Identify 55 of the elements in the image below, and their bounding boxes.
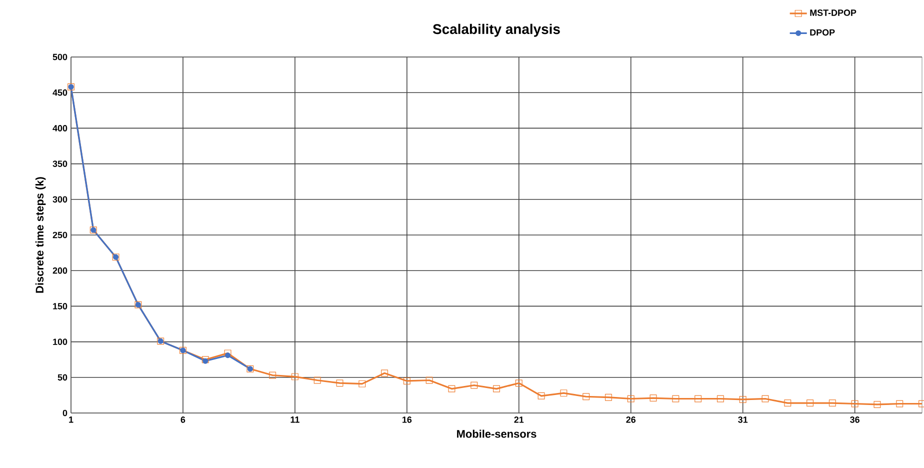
x-tick-label: 1: [69, 416, 74, 423]
point: [381, 370, 388, 377]
y-tick-label: 250: [52, 232, 68, 238]
point: [224, 352, 231, 358]
point: [291, 373, 298, 380]
x-tick-label: 26: [626, 416, 636, 423]
point: [582, 393, 590, 400]
point: [493, 385, 500, 392]
point: [672, 395, 680, 402]
point: [269, 372, 276, 379]
point: [762, 395, 769, 402]
y-tick-label: 350: [52, 160, 68, 167]
point: [560, 390, 568, 397]
point: [627, 395, 634, 402]
x-tick-label: 16: [402, 416, 412, 423]
point: [694, 395, 702, 402]
y-tick-label: 200: [52, 267, 68, 274]
point: [604, 394, 612, 401]
point: [538, 392, 545, 400]
y-tick-label: 0: [62, 410, 68, 416]
point: [716, 395, 724, 402]
point: [358, 380, 366, 388]
point: [851, 400, 858, 408]
x-tick-label: 6: [180, 416, 186, 423]
point: [515, 380, 522, 387]
point: [784, 400, 792, 407]
point: [650, 394, 657, 402]
y-tick-label: 500: [52, 54, 68, 60]
point: [896, 400, 904, 408]
legend-label: DPOP: [810, 29, 835, 36]
x-tick-label: 21: [514, 416, 524, 423]
point: [426, 376, 433, 384]
y-tick-label: 150: [53, 303, 68, 310]
legend-label: MST-DPOP: [810, 10, 856, 16]
point: [828, 400, 836, 407]
point: [470, 382, 478, 389]
point: [224, 350, 232, 357]
x-tick-label: 31: [738, 416, 748, 423]
point: [336, 380, 344, 387]
y-tick-label: 100: [53, 338, 68, 345]
x-tick-label: 36: [850, 416, 860, 423]
y-tick-label: 50: [58, 374, 68, 381]
x-tick-label: 11: [290, 416, 300, 423]
point: [739, 396, 746, 403]
point: [314, 376, 321, 384]
point: [403, 377, 410, 384]
chart-title: Scalability analysis: [432, 24, 560, 37]
y-axis-title: Discrete time steps (k): [35, 177, 46, 293]
point: [448, 385, 456, 392]
point: [806, 400, 814, 407]
y-tick-label: 400: [52, 125, 68, 132]
x-axis-title: Mobile-sensors: [457, 430, 536, 438]
point: [874, 400, 881, 408]
y-tick-label: 300: [52, 196, 68, 203]
y-tick-label: 450: [52, 89, 68, 96]
